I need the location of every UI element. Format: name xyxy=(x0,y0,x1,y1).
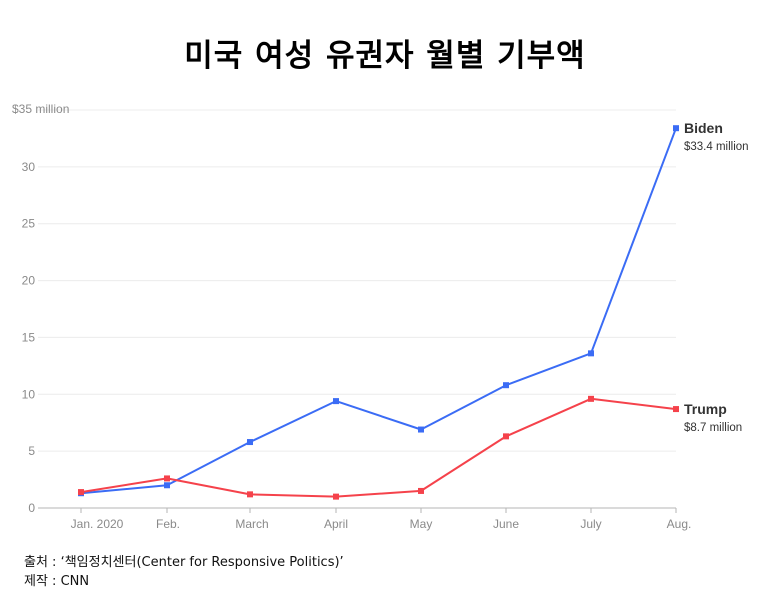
chart-title: 미국 여성 유권자 월별 기부액 xyxy=(184,38,586,74)
series-line-biden xyxy=(80,127,677,495)
data-point-biden xyxy=(503,382,509,389)
data-point-biden xyxy=(164,482,170,489)
x-tick-label: July xyxy=(580,517,601,531)
series-value-biden: $33.4 million xyxy=(684,141,749,153)
y-tick-label: 15 xyxy=(22,330,36,344)
credit-note: 제작 : CNN xyxy=(24,574,90,589)
source-note: 출처 : ‘책임정치센터(Center for Responsive Polit… xyxy=(24,555,344,570)
x-tick-label: May xyxy=(410,517,433,531)
y-tick-label: 0 xyxy=(28,501,35,515)
x-tick-label: March xyxy=(235,517,268,531)
data-point-biden xyxy=(588,350,594,357)
data-point-trump xyxy=(673,406,679,413)
y-tick-label: 25 xyxy=(22,217,36,231)
x-tick-label: June xyxy=(493,517,519,531)
series-label-biden: Biden xyxy=(684,120,723,136)
y-tick-label: 30 xyxy=(22,160,36,174)
data-point-trump xyxy=(503,433,509,440)
y-tick-label: $35 million xyxy=(12,102,69,116)
data-point-trump xyxy=(247,491,253,498)
y-tick-label: 10 xyxy=(22,387,36,401)
y-tick-label: 5 xyxy=(28,444,35,458)
x-tick-label: Feb. xyxy=(156,517,180,531)
data-point-trump xyxy=(418,487,424,494)
data-point-biden xyxy=(247,439,253,446)
data-point-trump xyxy=(78,489,84,496)
x-tick-label: April xyxy=(324,517,348,531)
data-point-trump xyxy=(333,493,339,500)
data-point-trump xyxy=(588,395,594,402)
x-tick-label: Aug. xyxy=(667,517,692,531)
series-value-trump: $8.7 million xyxy=(684,422,742,434)
data-point-biden xyxy=(333,398,339,405)
data-point-trump xyxy=(164,475,170,482)
series-label-trump: Trump xyxy=(684,401,727,417)
data-point-biden xyxy=(673,125,679,132)
series-line-trump xyxy=(80,397,677,498)
x-tick-label: Jan. 2020 xyxy=(71,517,124,531)
y-tick-label: 20 xyxy=(22,274,36,288)
data-point-biden xyxy=(418,426,424,433)
